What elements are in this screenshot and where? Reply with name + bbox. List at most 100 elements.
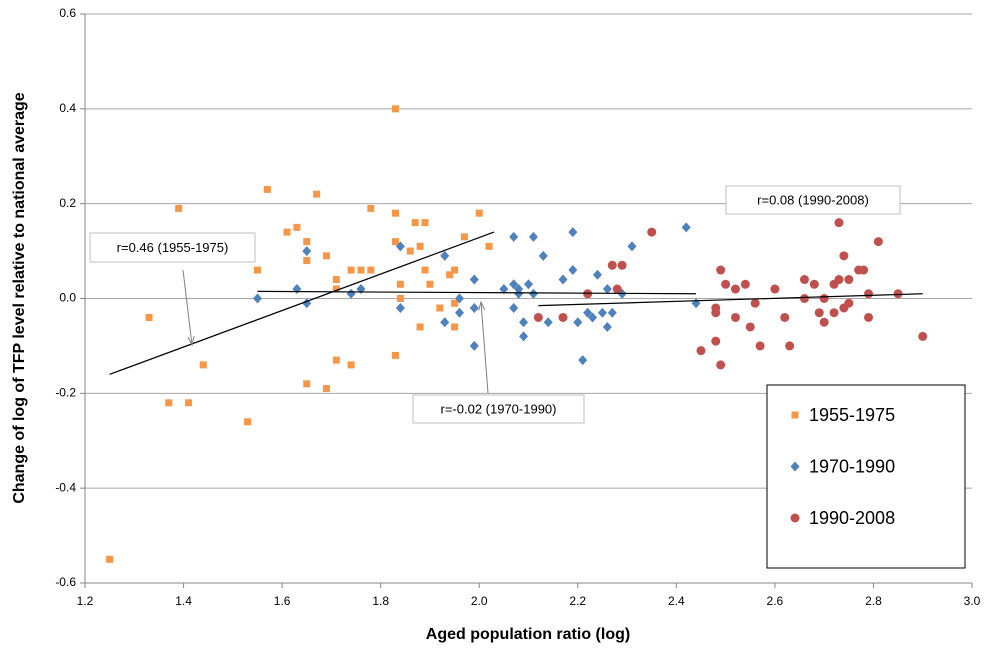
arrow-head (478, 300, 486, 311)
point (175, 204, 183, 212)
point (395, 241, 405, 252)
point (647, 227, 657, 237)
point (691, 298, 701, 309)
point (864, 312, 874, 322)
point (451, 266, 459, 274)
point (426, 280, 434, 288)
annotation: r=-0.02 (1970-1990) (441, 401, 557, 416)
point (436, 304, 444, 312)
annotation-box (412, 394, 585, 424)
point (322, 252, 330, 260)
y-axis-title: Change of log of TFP level relative to n… (11, 92, 28, 503)
y-tick-label: -0.6 (55, 575, 76, 589)
y-tick-label: 0.0 (59, 291, 76, 305)
x-tick-label: 2.2 (569, 594, 586, 608)
point (770, 284, 780, 294)
point (391, 351, 399, 359)
point (785, 341, 795, 351)
point (524, 279, 533, 290)
annotation-box (725, 185, 901, 215)
annotation: r=0.08 (1990-2008) (757, 192, 869, 207)
point (918, 331, 928, 341)
x-tick-label: 2.4 (668, 594, 685, 608)
point (839, 251, 849, 261)
point (322, 385, 330, 393)
x-axis-title: Aged population ratio (log) (426, 626, 630, 643)
point (302, 246, 312, 257)
x-tick-label: 1.8 (372, 594, 389, 608)
point (568, 227, 578, 238)
point (859, 265, 869, 275)
point (357, 266, 365, 274)
point (244, 418, 252, 426)
point (745, 322, 755, 332)
point (499, 284, 509, 295)
point (455, 293, 465, 304)
point (406, 247, 414, 255)
point (293, 223, 301, 231)
point (834, 218, 844, 228)
point (475, 209, 483, 217)
point (716, 265, 726, 275)
point (716, 360, 726, 370)
point (446, 271, 454, 279)
point (252, 293, 262, 304)
point (292, 284, 302, 295)
point (543, 317, 553, 328)
point (573, 317, 583, 328)
point (612, 284, 622, 294)
trend-line (257, 290, 697, 295)
legend-box (766, 384, 966, 569)
point (391, 209, 399, 217)
point (509, 302, 519, 313)
point (253, 266, 261, 274)
trend-line (109, 231, 495, 375)
point (578, 355, 588, 366)
point (395, 302, 405, 313)
point (814, 308, 824, 318)
point (313, 190, 321, 198)
point (730, 312, 740, 322)
point (819, 317, 829, 327)
point (864, 289, 874, 299)
point (283, 228, 291, 236)
point (440, 250, 450, 261)
point (346, 288, 356, 299)
point (396, 295, 404, 302)
point (347, 266, 355, 274)
point (460, 233, 468, 241)
y-tick-label: 0.2 (59, 196, 76, 210)
point (303, 257, 311, 265)
point (617, 260, 627, 270)
x-tick-label: 1.2 (77, 594, 94, 608)
point (592, 269, 602, 280)
point (367, 266, 375, 274)
legend-label: 1955-1975 (809, 405, 895, 425)
point (780, 312, 790, 322)
point (681, 222, 691, 233)
point (799, 294, 809, 303)
y-tick-label: -0.2 (55, 386, 76, 400)
point (627, 241, 637, 252)
point (455, 307, 465, 318)
point (421, 219, 429, 227)
legend-label: 1990-2008 (809, 508, 895, 528)
point (469, 340, 479, 351)
legend-marker (791, 411, 799, 419)
point (597, 307, 607, 318)
legend-label: 1970-1990 (809, 456, 895, 476)
point (469, 302, 479, 313)
point (711, 308, 721, 318)
point (451, 323, 459, 331)
legend-marker (790, 461, 800, 472)
point (528, 288, 538, 299)
point (873, 237, 883, 247)
point (588, 312, 598, 323)
point (809, 279, 819, 289)
point (829, 308, 839, 318)
point (533, 312, 543, 322)
point (607, 260, 617, 270)
point (893, 289, 903, 299)
point (469, 274, 479, 285)
